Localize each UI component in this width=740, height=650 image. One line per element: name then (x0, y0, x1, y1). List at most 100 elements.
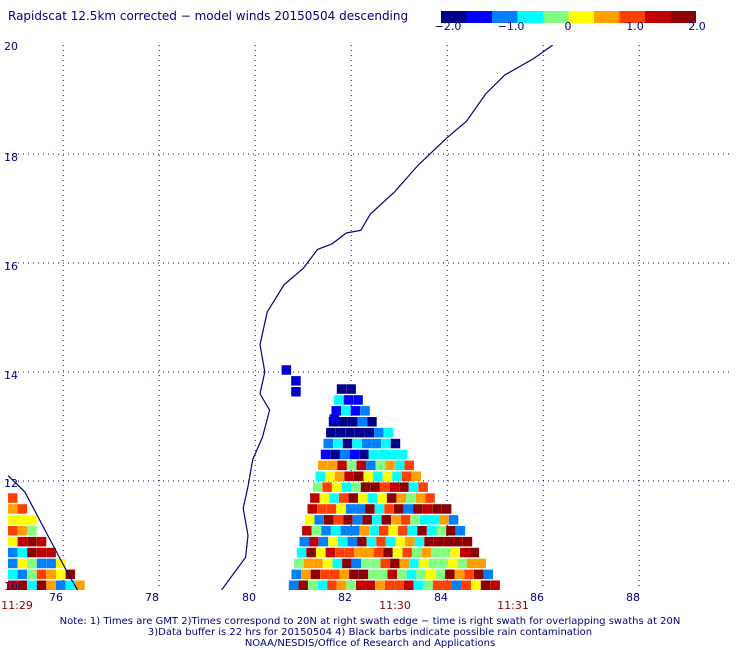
swath-cell (346, 580, 356, 590)
swath-cell (417, 526, 427, 536)
swath-cell (435, 569, 445, 580)
swath-cell (349, 569, 359, 580)
swath-cell (8, 536, 18, 547)
swath-cell (8, 504, 18, 514)
swath-cell (46, 569, 56, 580)
swath-cell (325, 547, 336, 558)
swath-cell (365, 504, 375, 514)
swath-cell (452, 580, 462, 590)
swath-cell (356, 460, 366, 471)
note-line-2: 3)Data buffer is 22 hrs for 20150504 4) … (147, 627, 593, 638)
swath-cell (368, 569, 378, 580)
swath-cell (446, 526, 456, 536)
swath-cell (370, 482, 380, 492)
swath-cell (342, 438, 353, 449)
swath-cell (291, 387, 301, 397)
swath-cell (324, 515, 334, 525)
map-canvas (8, 45, 730, 590)
swath-cell (336, 384, 347, 394)
map-plot (8, 45, 730, 590)
swath-cell (334, 395, 344, 405)
swath-cell (340, 449, 350, 460)
colorbar-segment (568, 11, 595, 23)
time-label: 11:30 (379, 599, 411, 612)
swath-cell (320, 569, 330, 580)
swath-cell (391, 515, 401, 525)
swath-cell (296, 547, 307, 558)
swath-cell (372, 515, 382, 525)
swath-cell (336, 504, 346, 514)
swath-cell (352, 515, 363, 525)
swath-cell (366, 536, 377, 547)
swath-cell (469, 547, 480, 558)
swath-cell (453, 536, 463, 547)
swath-cell (415, 493, 426, 503)
swath-cell (394, 460, 405, 471)
swath-cell (439, 515, 449, 525)
latitude-label: 16 (4, 260, 18, 273)
swath-cell (348, 417, 358, 427)
swath-cell (27, 569, 37, 580)
swath-cell (56, 569, 66, 580)
swath-cell (17, 504, 28, 514)
swath-cell (367, 417, 377, 427)
swath-cell (406, 569, 417, 580)
swath-cell (382, 471, 393, 481)
swath-cell (350, 526, 360, 536)
swath-cell (345, 504, 356, 514)
swath-cell (281, 365, 292, 375)
swath-cell (390, 558, 400, 569)
swath-cell (388, 449, 398, 460)
swath-cell (46, 547, 56, 558)
swath-cell (325, 471, 335, 481)
swath-cell (65, 569, 76, 580)
swath-cell (332, 558, 342, 569)
swath-cell (394, 580, 404, 590)
swath-cell (384, 580, 395, 590)
latitude-label: 18 (4, 151, 18, 164)
swath-cell (351, 558, 362, 569)
longitude-label: 88 (626, 591, 640, 604)
swath-cell (36, 580, 47, 590)
latitude-label: 14 (4, 369, 18, 382)
swath-cell (410, 515, 420, 525)
swath-cell (432, 580, 443, 590)
swath-cell (424, 536, 434, 547)
coastline (221, 45, 554, 590)
swath-cell (303, 558, 314, 569)
swath-cell (438, 558, 448, 569)
swath-cell (418, 482, 428, 492)
swath-cell (397, 569, 407, 580)
swath-cell (399, 558, 410, 569)
time-label: 11:29 (1, 599, 33, 612)
swath-cell (27, 558, 37, 569)
swath-cell (307, 504, 317, 514)
swath-cell (315, 471, 325, 481)
swath-cell (366, 460, 376, 471)
swath-cell (412, 547, 422, 558)
swath-cell (409, 558, 419, 569)
colorbar-tick-label: 0 (564, 20, 572, 33)
swath-cell (388, 526, 398, 536)
swath-cell (413, 504, 423, 514)
swath-cell (455, 526, 466, 536)
swath-cell (389, 482, 400, 492)
swath-cell (319, 493, 330, 503)
swath-cell (348, 493, 358, 503)
swath-cell (27, 547, 37, 558)
wind-difference-cells (8, 365, 500, 590)
swath-cell (322, 558, 333, 569)
colorbar-tick-label: 2.0 (688, 20, 706, 33)
swath-cell (326, 504, 337, 514)
swath-cell (8, 493, 18, 503)
swath-cell (442, 580, 452, 590)
swath-cell (313, 558, 323, 569)
swath-cell (46, 558, 56, 569)
swath-cell (8, 515, 18, 525)
swath-cell (363, 471, 373, 481)
swath-cell (294, 558, 304, 569)
swath-cell (337, 536, 348, 547)
swath-cell (343, 395, 354, 405)
note-line-1: Note: 1) Times are GMT 2)Times correspon… (59, 616, 681, 627)
longitude-label: 82 (338, 591, 352, 604)
